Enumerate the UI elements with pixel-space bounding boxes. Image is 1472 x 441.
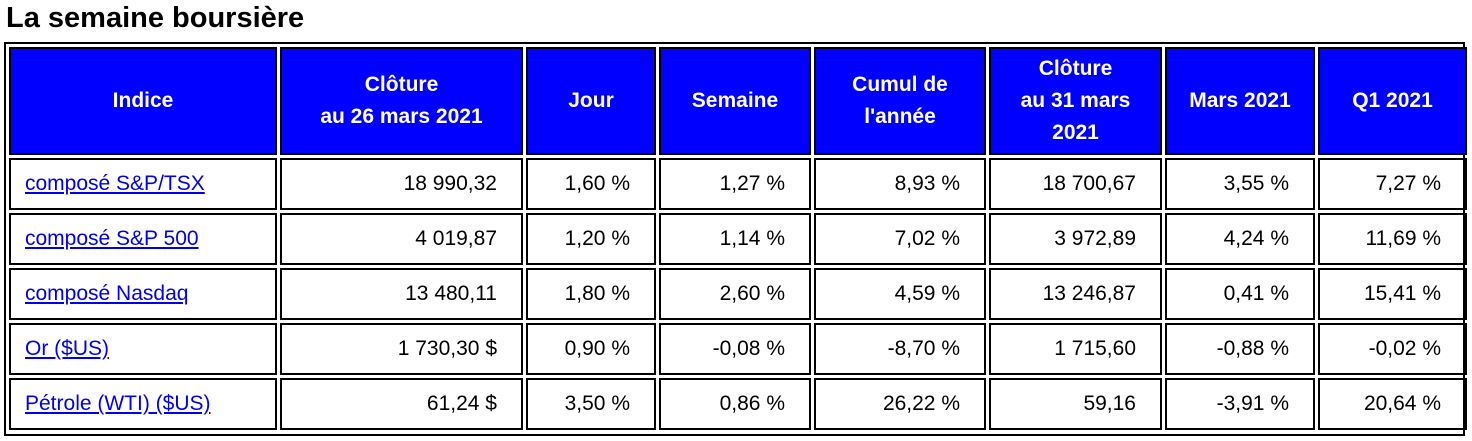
cumul-annee-cell: 8,93 % (814, 158, 986, 210)
mars-2021-cell: 0,41 % (1165, 268, 1315, 320)
semaine-cell: -0,08 % (659, 323, 811, 375)
cloture-31-mars-cell: 1 715,60 (989, 323, 1162, 375)
cloture-31-mars-cell: 59,16 (989, 378, 1162, 430)
semaine-cell: 2,60 % (659, 268, 811, 320)
jour-cell: 3,50 % (526, 378, 656, 430)
page-title: La semaine boursière (6, 2, 305, 34)
header-jour: Jour (526, 47, 656, 155)
jour-cell: 1,60 % (526, 158, 656, 210)
header-indice: Indice (9, 47, 277, 155)
table-row: Or ($US) 1 730,30 $ 0,90 % -0,08 % -8,70… (9, 323, 1467, 375)
cloture-31-mars-cell: 18 700,67 (989, 158, 1162, 210)
header-mars-2021: Mars 2021 (1165, 47, 1315, 155)
mars-2021-cell: -0,88 % (1165, 323, 1315, 375)
index-link[interactable]: Or ($US) (25, 337, 109, 360)
table-row: composé Nasdaq 13 480,11 1,80 % 2,60 % 4… (9, 268, 1467, 320)
mars-2021-cell: -3,91 % (1165, 378, 1315, 430)
jour-cell: 1,20 % (526, 213, 656, 265)
table-frame (4, 42, 1465, 436)
index-name-cell: composé S&P 500 (9, 213, 277, 265)
cloture-26-mars-cell: 13 480,11 (280, 268, 523, 320)
cloture-26-mars-cell: 61,24 $ (280, 378, 523, 430)
q1-2021-cell: 20,64 % (1318, 378, 1467, 430)
cloture-31-mars-cell: 13 246,87 (989, 268, 1162, 320)
cloture-26-mars-cell: 4 019,87 (280, 213, 523, 265)
table-row: composé S&P 500 4 019,87 1,20 % 1,14 % 7… (9, 213, 1467, 265)
mars-2021-cell: 4,24 % (1165, 213, 1315, 265)
cloture-26-mars-cell: 18 990,32 (280, 158, 523, 210)
market-week-table: Indice Clôture au 26 mars 2021 Jour Semai… (6, 44, 1470, 433)
semaine-cell: 1,27 % (659, 158, 811, 210)
index-name-cell: composé S&P/TSX (9, 158, 277, 210)
index-name-cell: composé Nasdaq (9, 268, 277, 320)
cloture-31-mars-cell: 3 972,89 (989, 213, 1162, 265)
index-link[interactable]: Pétrole (WTI) ($US) (25, 392, 211, 415)
header-row: Indice Clôture au 26 mars 2021 Jour Semai… (9, 47, 1467, 155)
cumul-annee-cell: 4,59 % (814, 268, 986, 320)
q1-2021-cell: 11,69 % (1318, 213, 1467, 265)
header-cumul-annee: Cumul de l'année (814, 47, 986, 155)
index-link[interactable]: composé Nasdaq (25, 282, 189, 305)
semaine-cell: 1,14 % (659, 213, 811, 265)
header-semaine: Semaine (659, 47, 811, 155)
index-name-cell: Pétrole (WTI) ($US) (9, 378, 277, 430)
semaine-cell: 0,86 % (659, 378, 811, 430)
index-link[interactable]: composé S&P 500 (25, 227, 199, 250)
q1-2021-cell: -0,02 % (1318, 323, 1467, 375)
table-row: Pétrole (WTI) ($US) 61,24 $ 3,50 % 0,86 … (9, 378, 1467, 430)
cumul-annee-cell: 7,02 % (814, 213, 986, 265)
index-name-cell: Or ($US) (9, 323, 277, 375)
cumul-annee-cell: 26,22 % (814, 378, 986, 430)
header-q1-2021: Q1 2021 (1318, 47, 1467, 155)
jour-cell: 0,90 % (526, 323, 656, 375)
jour-cell: 1,80 % (526, 268, 656, 320)
header-cloture-31-mars: Clôture au 31 mars 2021 (989, 47, 1162, 155)
q1-2021-cell: 15,41 % (1318, 268, 1467, 320)
header-cloture-26-mars: Clôture au 26 mars 2021 (280, 47, 523, 155)
mars-2021-cell: 3,55 % (1165, 158, 1315, 210)
table-row: composé S&P/TSX 18 990,32 1,60 % 1,27 % … (9, 158, 1467, 210)
q1-2021-cell: 7,27 % (1318, 158, 1467, 210)
cumul-annee-cell: -8,70 % (814, 323, 986, 375)
index-link[interactable]: composé S&P/TSX (25, 172, 205, 195)
cloture-26-mars-cell: 1 730,30 $ (280, 323, 523, 375)
